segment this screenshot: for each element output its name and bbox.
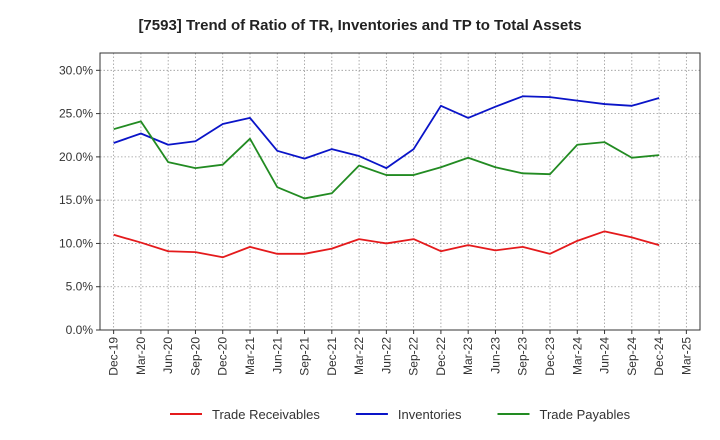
series-line-trade-receivables — [113, 230, 660, 259]
plot-area — [99, 52, 701, 331]
x-tick-label: Mar-25 — [679, 337, 693, 375]
legend-label: Trade Receivables — [212, 407, 320, 422]
x-tick-label: Sep-22 — [407, 337, 421, 376]
legend-label: Trade Payables — [540, 407, 631, 422]
x-tick-label: Sep-20 — [188, 337, 202, 376]
y-tick-label: 25.0% — [59, 107, 93, 121]
legend: Trade Receivables Inventories Trade Payabl… — [170, 407, 631, 422]
x-tick-label: Mar-21 — [243, 337, 257, 375]
y-tick-label: 0.0% — [66, 323, 94, 337]
series-line-inventories — [113, 95, 660, 170]
legend-item: Inventories — [355, 407, 462, 422]
plot-frame — [99, 52, 701, 331]
x-tick-label: Sep-24 — [625, 337, 639, 376]
y-axis: 0.0% 5.0% 10.0% 15.0% 20.0% 25.0% 30.0% — [59, 63, 100, 337]
x-tick-label: Mar-24 — [570, 337, 584, 375]
x-tick-label: Jun-24 — [598, 337, 612, 374]
legend-label: Inventories — [398, 407, 462, 422]
x-tick-label: Dec-24 — [652, 337, 666, 376]
x-tick-label: Jun-22 — [379, 337, 393, 374]
x-tick-label: Jun-23 — [488, 337, 502, 374]
x-tick-label: Mar-23 — [461, 337, 475, 375]
series-line-trade-payables — [113, 120, 660, 200]
legend-item: Trade Receivables — [170, 407, 320, 422]
x-axis: Dec-19 Mar-20 Jun-20 Sep-20 Dec-20 Mar-21 Jun-… — [107, 330, 693, 376]
y-tick-label: 20.0% — [59, 150, 93, 164]
x-tick-label: Jun-20 — [161, 337, 175, 374]
x-tick-label: Dec-22 — [434, 337, 448, 376]
x-tick-label: Dec-19 — [107, 337, 121, 376]
x-tick-label: Jun-21 — [270, 337, 284, 374]
y-tick-label: 5.0% — [66, 280, 94, 294]
chart-title: [7593] Trend of Ratio of TR, Inventories… — [138, 17, 581, 34]
y-tick-label: 30.0% — [59, 63, 93, 77]
x-tick-label: Dec-20 — [216, 337, 230, 376]
legend-item: Trade Payables — [497, 407, 631, 422]
x-tick-label: Dec-23 — [543, 337, 557, 376]
y-tick-label: 15.0% — [59, 193, 93, 207]
x-tick-label: Sep-23 — [516, 337, 530, 376]
x-tick-label: Mar-20 — [134, 337, 148, 375]
x-tick-label: Sep-21 — [298, 337, 312, 376]
x-tick-label: Mar-22 — [352, 337, 366, 375]
plot-background — [100, 53, 700, 330]
y-tick-label: 10.0% — [59, 236, 93, 250]
x-tick-label: Dec-21 — [325, 337, 339, 376]
series-layer — [113, 95, 660, 259]
